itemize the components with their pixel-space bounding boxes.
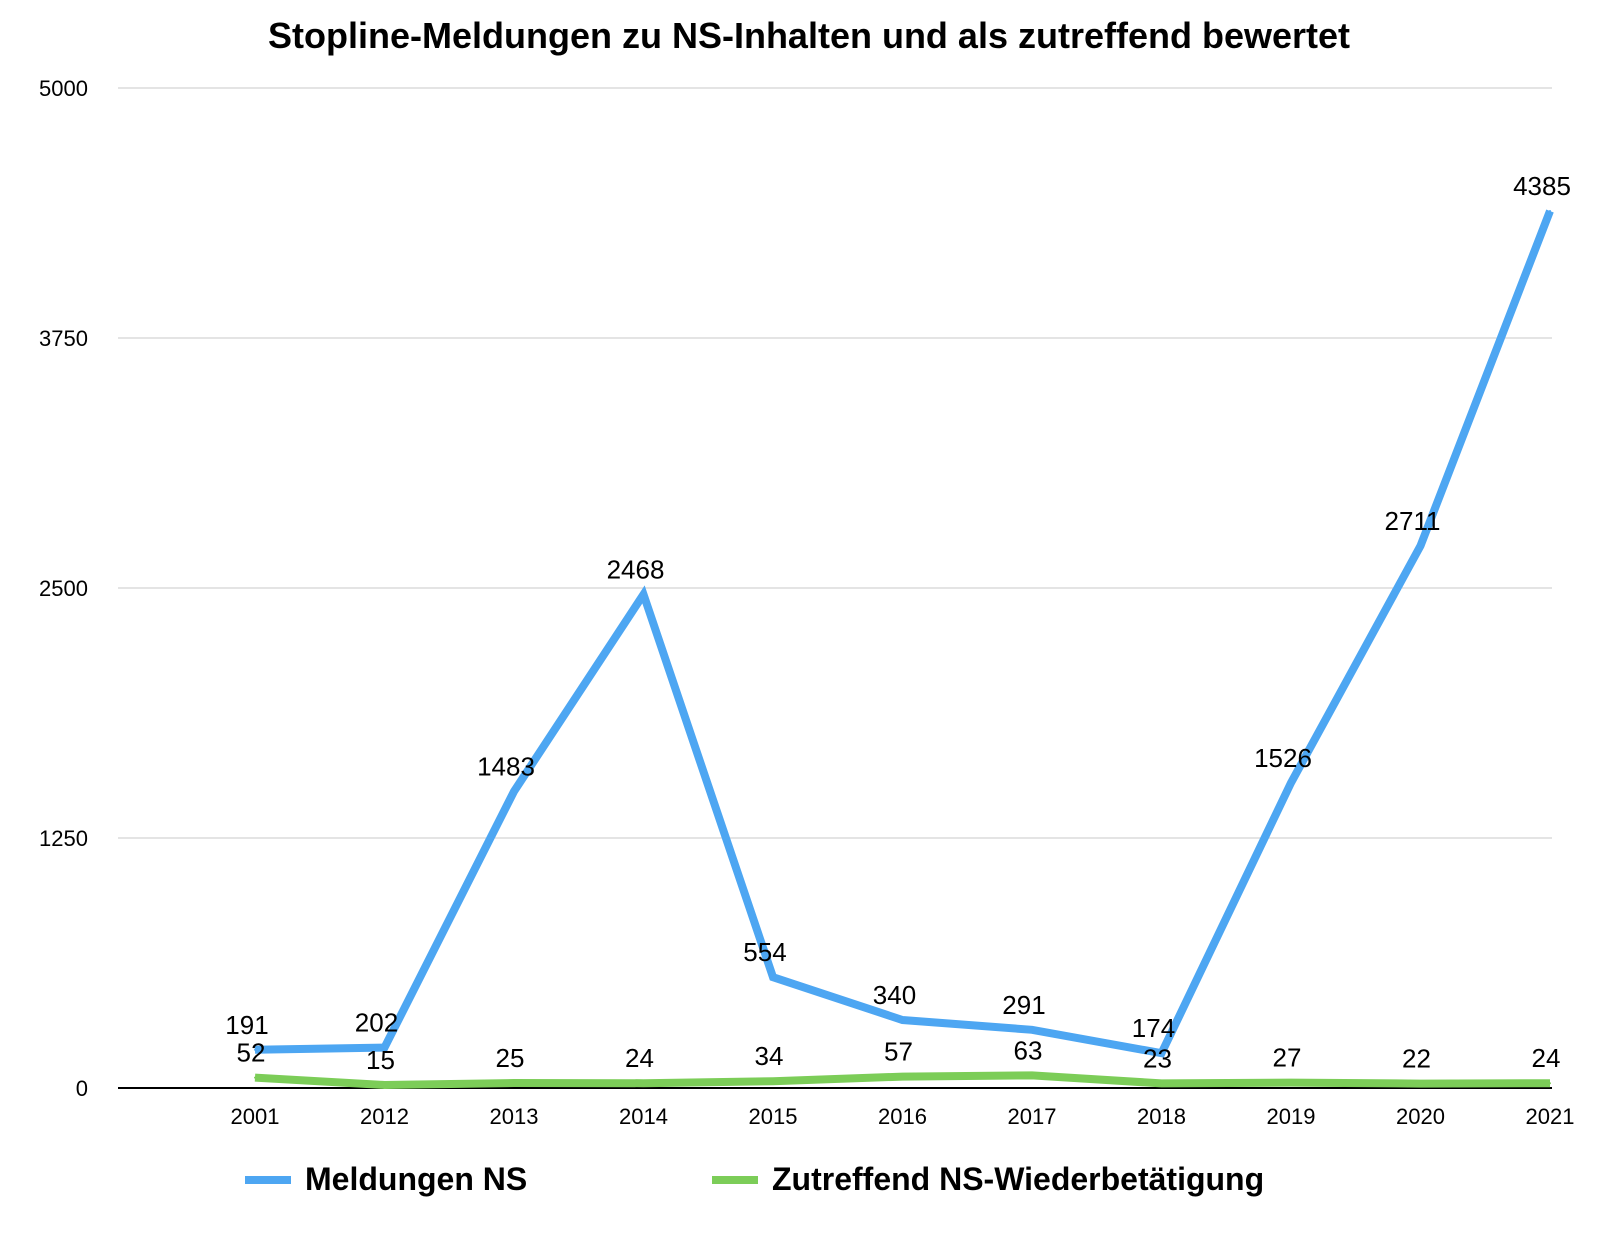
data-label: 1526 [1254, 743, 1312, 773]
x-tick-label: 2017 [1008, 1104, 1057, 1129]
y-tick-label: 0 [76, 1076, 88, 1101]
x-axis-ticks: 2001 2012 2013 2014 2015 2016 2017 2018 2019 2020… [231, 1104, 1575, 1129]
x-tick-label: 2019 [1267, 1104, 1316, 1129]
data-point [1419, 1082, 1422, 1085]
x-tick-label: 2012 [360, 1104, 409, 1129]
y-tick-label: 1250 [39, 826, 88, 851]
data-point [254, 1048, 256, 1051]
data-label: 52 [237, 1038, 266, 1068]
x-tick-label: 2013 [490, 1104, 539, 1129]
data-point [513, 790, 515, 793]
x-tick-label: 2018 [1137, 1104, 1186, 1129]
series-line-1 [254, 209, 1554, 1058]
grid-lines [118, 87, 1552, 1089]
x-tick-label: 2001 [231, 1104, 280, 1129]
data-label: 174 [1132, 1013, 1175, 1043]
chart-title: Stopline-Meldungen zu NS-Inhalten und al… [268, 15, 1350, 56]
data-point [901, 1075, 904, 1078]
data-label: 2468 [607, 554, 665, 584]
x-tick-label: 2016 [878, 1104, 927, 1129]
x-tick-label: 2014 [619, 1104, 668, 1129]
data-point [1160, 1082, 1163, 1085]
y-tick-label: 5000 [39, 76, 88, 101]
data-point [642, 1082, 645, 1085]
data-label: 22 [1402, 1044, 1431, 1074]
data-point [772, 976, 774, 979]
data-point [1290, 1081, 1292, 1084]
data-point [1419, 544, 1422, 547]
data-label: 25 [496, 1043, 525, 1073]
x-tick-label: 2015 [749, 1104, 798, 1129]
data-label: 57 [884, 1037, 913, 1067]
data-label: 24 [625, 1043, 654, 1073]
data-label: 554 [743, 937, 786, 967]
data-label: 191 [225, 1010, 268, 1040]
data-point [1160, 1052, 1163, 1055]
data-label: 2711 [1385, 506, 1441, 536]
data-label: 34 [755, 1041, 784, 1071]
data-point [772, 1080, 774, 1083]
data-label: 15 [366, 1045, 395, 1075]
data-point [1549, 210, 1551, 212]
data-label: 1483 [477, 751, 535, 781]
data-point [642, 593, 645, 596]
data-point [254, 1076, 256, 1079]
x-tick-label: 2020 [1396, 1104, 1445, 1129]
x-tick-label: 2021 [1526, 1104, 1575, 1129]
series-lines [254, 209, 1554, 1090]
data-label: 24 [1532, 1043, 1561, 1073]
data-label: 291 [1002, 990, 1045, 1020]
y-tick-label: 2500 [39, 576, 88, 601]
data-label: 202 [355, 1008, 398, 1038]
y-axis-ticks: 0 1250 2500 3750 5000 [39, 76, 88, 1101]
data-point [383, 1046, 386, 1049]
data-point [513, 1082, 515, 1084]
data-point [1290, 781, 1292, 784]
data-point [901, 1019, 904, 1021]
data-label: 340 [873, 980, 916, 1010]
data-point [1031, 1074, 1033, 1077]
legend-label: Zutreffend NS-Wiederbetätigung [772, 1161, 1264, 1197]
data-label: 4385 [1513, 171, 1571, 201]
data-point [1031, 1028, 1033, 1031]
legend: Meldungen NS Zutreffend NS-Wiederbetätigu… [245, 1161, 1264, 1197]
data-point [383, 1084, 386, 1086]
legend-label: Meldungen NS [305, 1161, 527, 1197]
data-label: 63 [1014, 1035, 1043, 1065]
data-label: 23 [1143, 1043, 1172, 1073]
data-label: 27 [1273, 1043, 1302, 1073]
data-labels: 191 202 1483 2468 554 340 291 174 1526 2711 4385 52… [225, 171, 1571, 1075]
data-point [1549, 1082, 1551, 1085]
y-tick-label: 3750 [39, 326, 88, 351]
